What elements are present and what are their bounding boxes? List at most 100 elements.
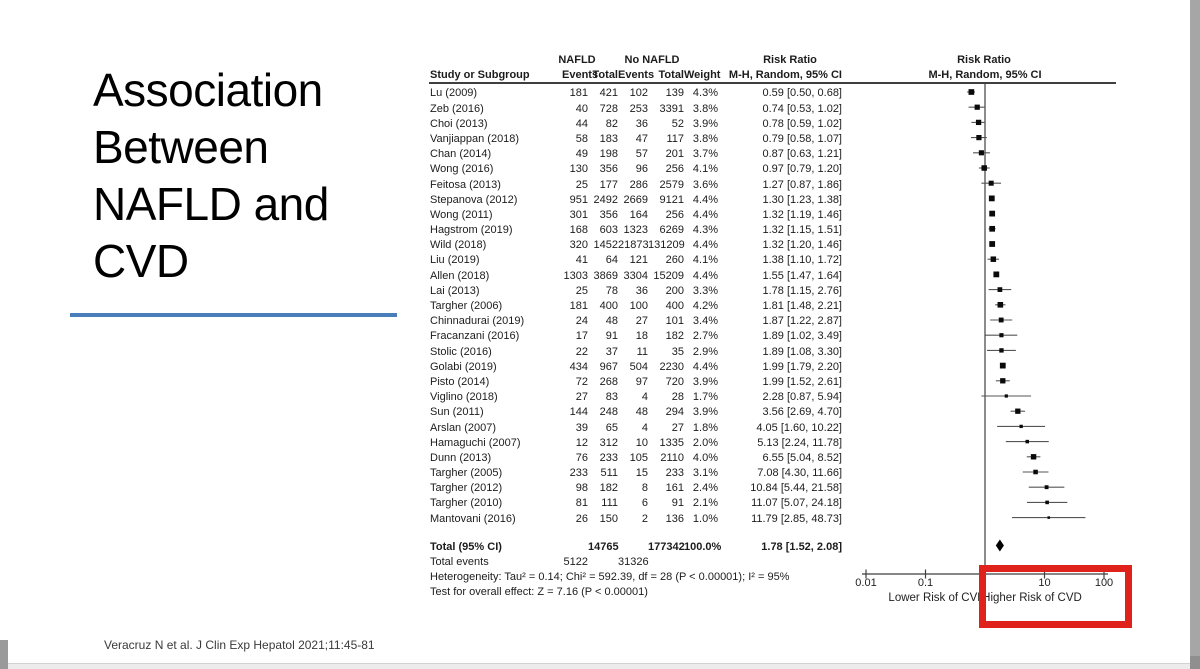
study-row-cell: Chinnadurai (2019) bbox=[430, 315, 525, 328]
study-row-cell: 25 bbox=[575, 178, 588, 191]
study-row-cell: 4.4% bbox=[692, 269, 718, 282]
study-row-cell: 511 bbox=[600, 467, 618, 480]
study-row-cell: 22 bbox=[575, 345, 588, 358]
study-row-cell: 286 bbox=[629, 178, 648, 191]
study-row-cell: Stepanova (2012) bbox=[430, 193, 518, 206]
total-events-row: Total events 5122 31326 bbox=[430, 555, 842, 570]
study-row-cell: 37 bbox=[605, 345, 618, 358]
study-row-cell: 6 bbox=[641, 497, 648, 510]
point-estimate-square bbox=[975, 119, 982, 126]
study-row-cell: 1.99 [1.52, 2.61] bbox=[762, 375, 842, 388]
study-row-cell: 1.78 [1.15, 2.76] bbox=[762, 284, 842, 297]
study-row-cell: 15209 bbox=[653, 269, 684, 282]
vertical-scrollbar[interactable] bbox=[1190, 0, 1200, 669]
point-estimate-square bbox=[990, 256, 997, 262]
study-row-cell: 11.79 [2.85, 48.73] bbox=[751, 512, 842, 525]
study-row-cell: 3.8% bbox=[692, 102, 718, 115]
study-row-cell: 139 bbox=[665, 87, 684, 100]
study-row-cell: 6.55 [5.04, 8.52] bbox=[762, 451, 842, 464]
study-row-cell: 2.9% bbox=[692, 345, 718, 358]
study-row-cell: 3869 bbox=[593, 269, 618, 282]
study-row-cell: 233 bbox=[665, 467, 684, 480]
study-row-cell: 2 bbox=[641, 512, 648, 525]
study-row: Allen (2018) 1303 3869 3304 15209 4.4% 1.55 [1… bbox=[430, 269, 842, 284]
study-row-cell: 39 bbox=[575, 421, 588, 434]
study-row-cell: Lai (2013) bbox=[430, 284, 480, 297]
study-row: Viglino (2018) 27 83 4 28 1.7% 2.28 [0.87, 5.9… bbox=[430, 390, 842, 405]
study-row-cell: 48 bbox=[635, 406, 648, 419]
study-row-cell: 1323 bbox=[623, 224, 648, 237]
study-row-cell: 1452 bbox=[593, 239, 618, 252]
study-row-cell: 200 bbox=[665, 284, 684, 297]
study-row-cell: 58 bbox=[575, 132, 588, 145]
study-row-cell: 41 bbox=[575, 254, 588, 267]
study-row-cell: 47 bbox=[635, 132, 648, 145]
study-row: Feitosa (2013) 25 177 286 2579 3.6% 1.27 [0.87… bbox=[430, 178, 842, 193]
study-row-cell: 2579 bbox=[659, 178, 684, 191]
study-row-cell: 233 bbox=[599, 451, 618, 464]
study-row-cell: 168 bbox=[569, 224, 588, 237]
study-row-cell: 294 bbox=[665, 406, 684, 419]
study-row-cell: 2110 bbox=[660, 451, 684, 464]
study-row-cell: 4 bbox=[641, 391, 648, 404]
study-row-cell: 1.89 [1.02, 3.49] bbox=[762, 330, 842, 343]
study-row-cell: 400 bbox=[665, 300, 684, 313]
study-row-cell: 78 bbox=[605, 284, 618, 297]
point-estimate-square bbox=[1047, 516, 1051, 519]
study-row-cell: 97 bbox=[635, 375, 648, 388]
total-events-row-cell: Total events bbox=[430, 556, 489, 569]
study-row-cell: Targher (2005) bbox=[430, 467, 503, 480]
point-estimate-square bbox=[1025, 439, 1030, 444]
scrollbar-corner-right bbox=[1190, 656, 1200, 669]
study-row-cell: 9121 bbox=[659, 193, 684, 206]
col-header-events-nonafld: Events bbox=[618, 69, 655, 81]
study-row-cell: 181 bbox=[569, 87, 588, 100]
point-estimate-square bbox=[1015, 408, 1021, 414]
study-row: Targher (2012) 98 182 8 161 2.4% 10.84 [5.44, … bbox=[430, 481, 842, 496]
study-row-cell: 182 bbox=[599, 482, 618, 495]
study-row-cell: Sun (2011) bbox=[430, 406, 484, 419]
study-row-cell: 967 bbox=[599, 360, 618, 373]
total-events-row-cell: 31326 bbox=[618, 556, 649, 569]
study-row: Sun (2011) 144 248 48 294 3.9% 3.56 [2.69, 4.7… bbox=[430, 405, 842, 420]
study-row: Vanjiappan (2018) 58 183 47 117 3.8% 0.79 [0.5… bbox=[430, 132, 842, 147]
point-estimate-square bbox=[988, 180, 994, 186]
total-events-row-cell bbox=[588, 555, 618, 570]
study-row-cell: 91 bbox=[605, 330, 618, 343]
study-row-cell: 18 bbox=[635, 330, 648, 343]
total-events-row-cell bbox=[684, 555, 718, 570]
study-row: Chan (2014) 49 198 57 201 3.7% 0.87 [0.63, 1.2… bbox=[430, 147, 842, 162]
title-underline bbox=[70, 313, 397, 317]
heterogeneity-row: Heterogeneity: Tau² = 0.14; Chi² = 592.3… bbox=[430, 571, 790, 584]
study-row-cell: 260 bbox=[665, 254, 684, 267]
point-estimate-square bbox=[976, 134, 982, 141]
study-row: Mantovani (2016) 26 150 2 136 1.0% 11.79 [2.85… bbox=[430, 512, 842, 527]
horizontal-scrollbar[interactable] bbox=[0, 663, 1200, 669]
study-row-cell: 21873 bbox=[618, 239, 649, 252]
study-row-cell: 728 bbox=[599, 102, 618, 115]
total-row-cell: Total (95% CI) bbox=[430, 540, 502, 553]
study-row-cell: 2.28 [0.87, 5.94] bbox=[762, 391, 842, 404]
table-header-row: Study or Subgroup Events Total Events To… bbox=[430, 68, 842, 82]
point-estimate-square bbox=[997, 302, 1004, 308]
study-row-cell: 57 bbox=[635, 148, 648, 161]
study-row-cell: 11 bbox=[636, 345, 648, 358]
total-row-cell bbox=[618, 540, 648, 555]
point-estimate-square bbox=[998, 317, 1004, 323]
study-row-cell: 356 bbox=[599, 163, 618, 176]
study-row-cell: 312 bbox=[599, 436, 618, 449]
study-row-cell: Hamaguchi (2007) bbox=[430, 436, 521, 449]
study-row-cell: 25 bbox=[575, 284, 588, 297]
study-row-cell: 36 bbox=[635, 284, 648, 297]
group-header-risk-ratio: Risk Ratio bbox=[763, 54, 817, 66]
study-row-cell: 951 bbox=[569, 193, 588, 206]
study-row: Liu (2019) 41 64 121 260 4.1% 1.38 [1.10, 1.72… bbox=[430, 253, 842, 268]
study-row-cell: 105 bbox=[629, 451, 648, 464]
study-row-cell: 10.84 [5.44, 21.58] bbox=[750, 482, 842, 495]
study-row-cell: 26 bbox=[575, 512, 588, 525]
study-row-cell: Vanjiappan (2018) bbox=[430, 132, 520, 145]
point-estimate-square bbox=[1044, 485, 1049, 490]
axis-left-label: Lower Risk of CVD bbox=[888, 592, 986, 604]
axis-tick-label: 100 bbox=[1094, 577, 1114, 589]
total-row: Total (95% CI) 14765 177342 100.0% 1.78 [1.5… bbox=[430, 540, 842, 555]
